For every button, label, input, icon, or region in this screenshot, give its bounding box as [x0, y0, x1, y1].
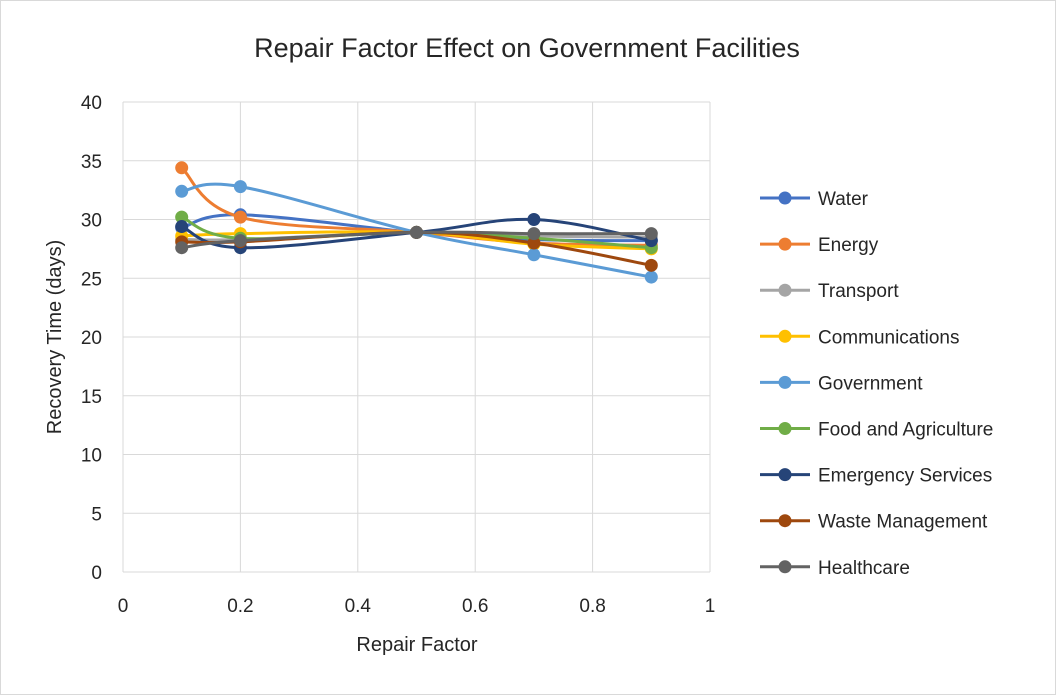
- legend-item-transport: Transport: [760, 281, 899, 302]
- legend-marker: [778, 514, 792, 528]
- data-point-waste-management: [644, 258, 658, 272]
- x-tick-label: 0: [118, 596, 129, 617]
- legend-marker: [778, 329, 792, 343]
- data-point-healthcare: [175, 241, 189, 255]
- legend-item-emergency-services: Emergency Services: [760, 466, 992, 487]
- data-point-food-and-agriculture: [175, 210, 189, 224]
- legend-item-energy: Energy: [760, 235, 879, 256]
- legend-item-healthcare: Healthcare: [760, 558, 910, 579]
- y-tick-label: 20: [81, 328, 102, 349]
- data-point-government: [175, 184, 189, 198]
- legend-marker: [778, 560, 792, 574]
- legend-label: Waste Management: [818, 512, 988, 533]
- legend-item-communications: Communications: [760, 327, 960, 348]
- x-tick-label: 0.8: [579, 596, 605, 617]
- plot-area: [175, 161, 658, 284]
- x-axis-title: Repair Factor: [356, 634, 477, 656]
- legend-item-waste-management: Waste Management: [760, 512, 988, 533]
- data-point-emergency-services: [175, 220, 189, 234]
- y-tick-label: 25: [81, 269, 102, 290]
- x-tick-label: 1: [705, 596, 716, 617]
- data-point-emergency-services: [527, 213, 541, 226]
- legend-marker: [778, 422, 792, 435]
- legend-label: Government: [818, 373, 923, 394]
- x-tick-label: 0.6: [462, 596, 488, 617]
- series-healthcare: [175, 225, 658, 255]
- y-tick-label: 0: [91, 563, 102, 584]
- data-point-government: [233, 180, 247, 194]
- x-tick-label: 0.2: [227, 596, 253, 617]
- legend-marker: [778, 375, 792, 389]
- data-point-healthcare: [410, 225, 423, 239]
- gridlines: [122, 101, 711, 573]
- legend-marker: [778, 283, 792, 297]
- y-tick-label: 30: [81, 211, 102, 232]
- data-point-waste-management: [527, 236, 541, 250]
- y-axis-title: Recovery Time (days): [44, 240, 66, 435]
- data-point-healthcare: [527, 227, 541, 241]
- legend-item-food-and-agriculture: Food and Agriculture: [760, 420, 993, 441]
- legend-label: Emergency Services: [818, 466, 992, 487]
- y-tick-label: 40: [81, 93, 102, 114]
- legend-marker: [778, 191, 792, 205]
- legend-item-water: Water: [760, 189, 869, 210]
- y-tick-label: 10: [81, 446, 102, 467]
- data-point-energy: [175, 161, 189, 175]
- axis-ticks: 0 5 10 15 20 25 30 35 40 0 0.2 0.4 0.6 0.8 1: [81, 93, 715, 617]
- data-point-healthcare: [644, 227, 658, 241]
- data-point-government: [644, 270, 658, 284]
- legend-marker: [778, 468, 792, 482]
- legend-label: Communications: [818, 327, 960, 348]
- data-point-energy: [233, 210, 247, 224]
- legend-label: Healthcare: [818, 558, 910, 579]
- x-tick-label: 0.4: [345, 596, 372, 617]
- legend-label: Energy: [818, 235, 879, 256]
- legend-marker: [778, 237, 792, 251]
- data-point-healthcare: [233, 234, 247, 248]
- legend-label: Food and Agriculture: [818, 420, 993, 441]
- legend-label: Water: [818, 189, 869, 210]
- data-point-government: [527, 248, 541, 262]
- legend-item-government: Government: [760, 373, 923, 394]
- legend: Water Energy Transport Communications Govern…: [760, 189, 993, 579]
- y-tick-label: 5: [91, 504, 102, 525]
- legend-label: Transport: [818, 281, 899, 302]
- y-tick-label: 15: [81, 387, 102, 408]
- y-tick-label: 35: [81, 152, 102, 173]
- chart-title: Repair Factor Effect on Government Facil…: [254, 33, 800, 63]
